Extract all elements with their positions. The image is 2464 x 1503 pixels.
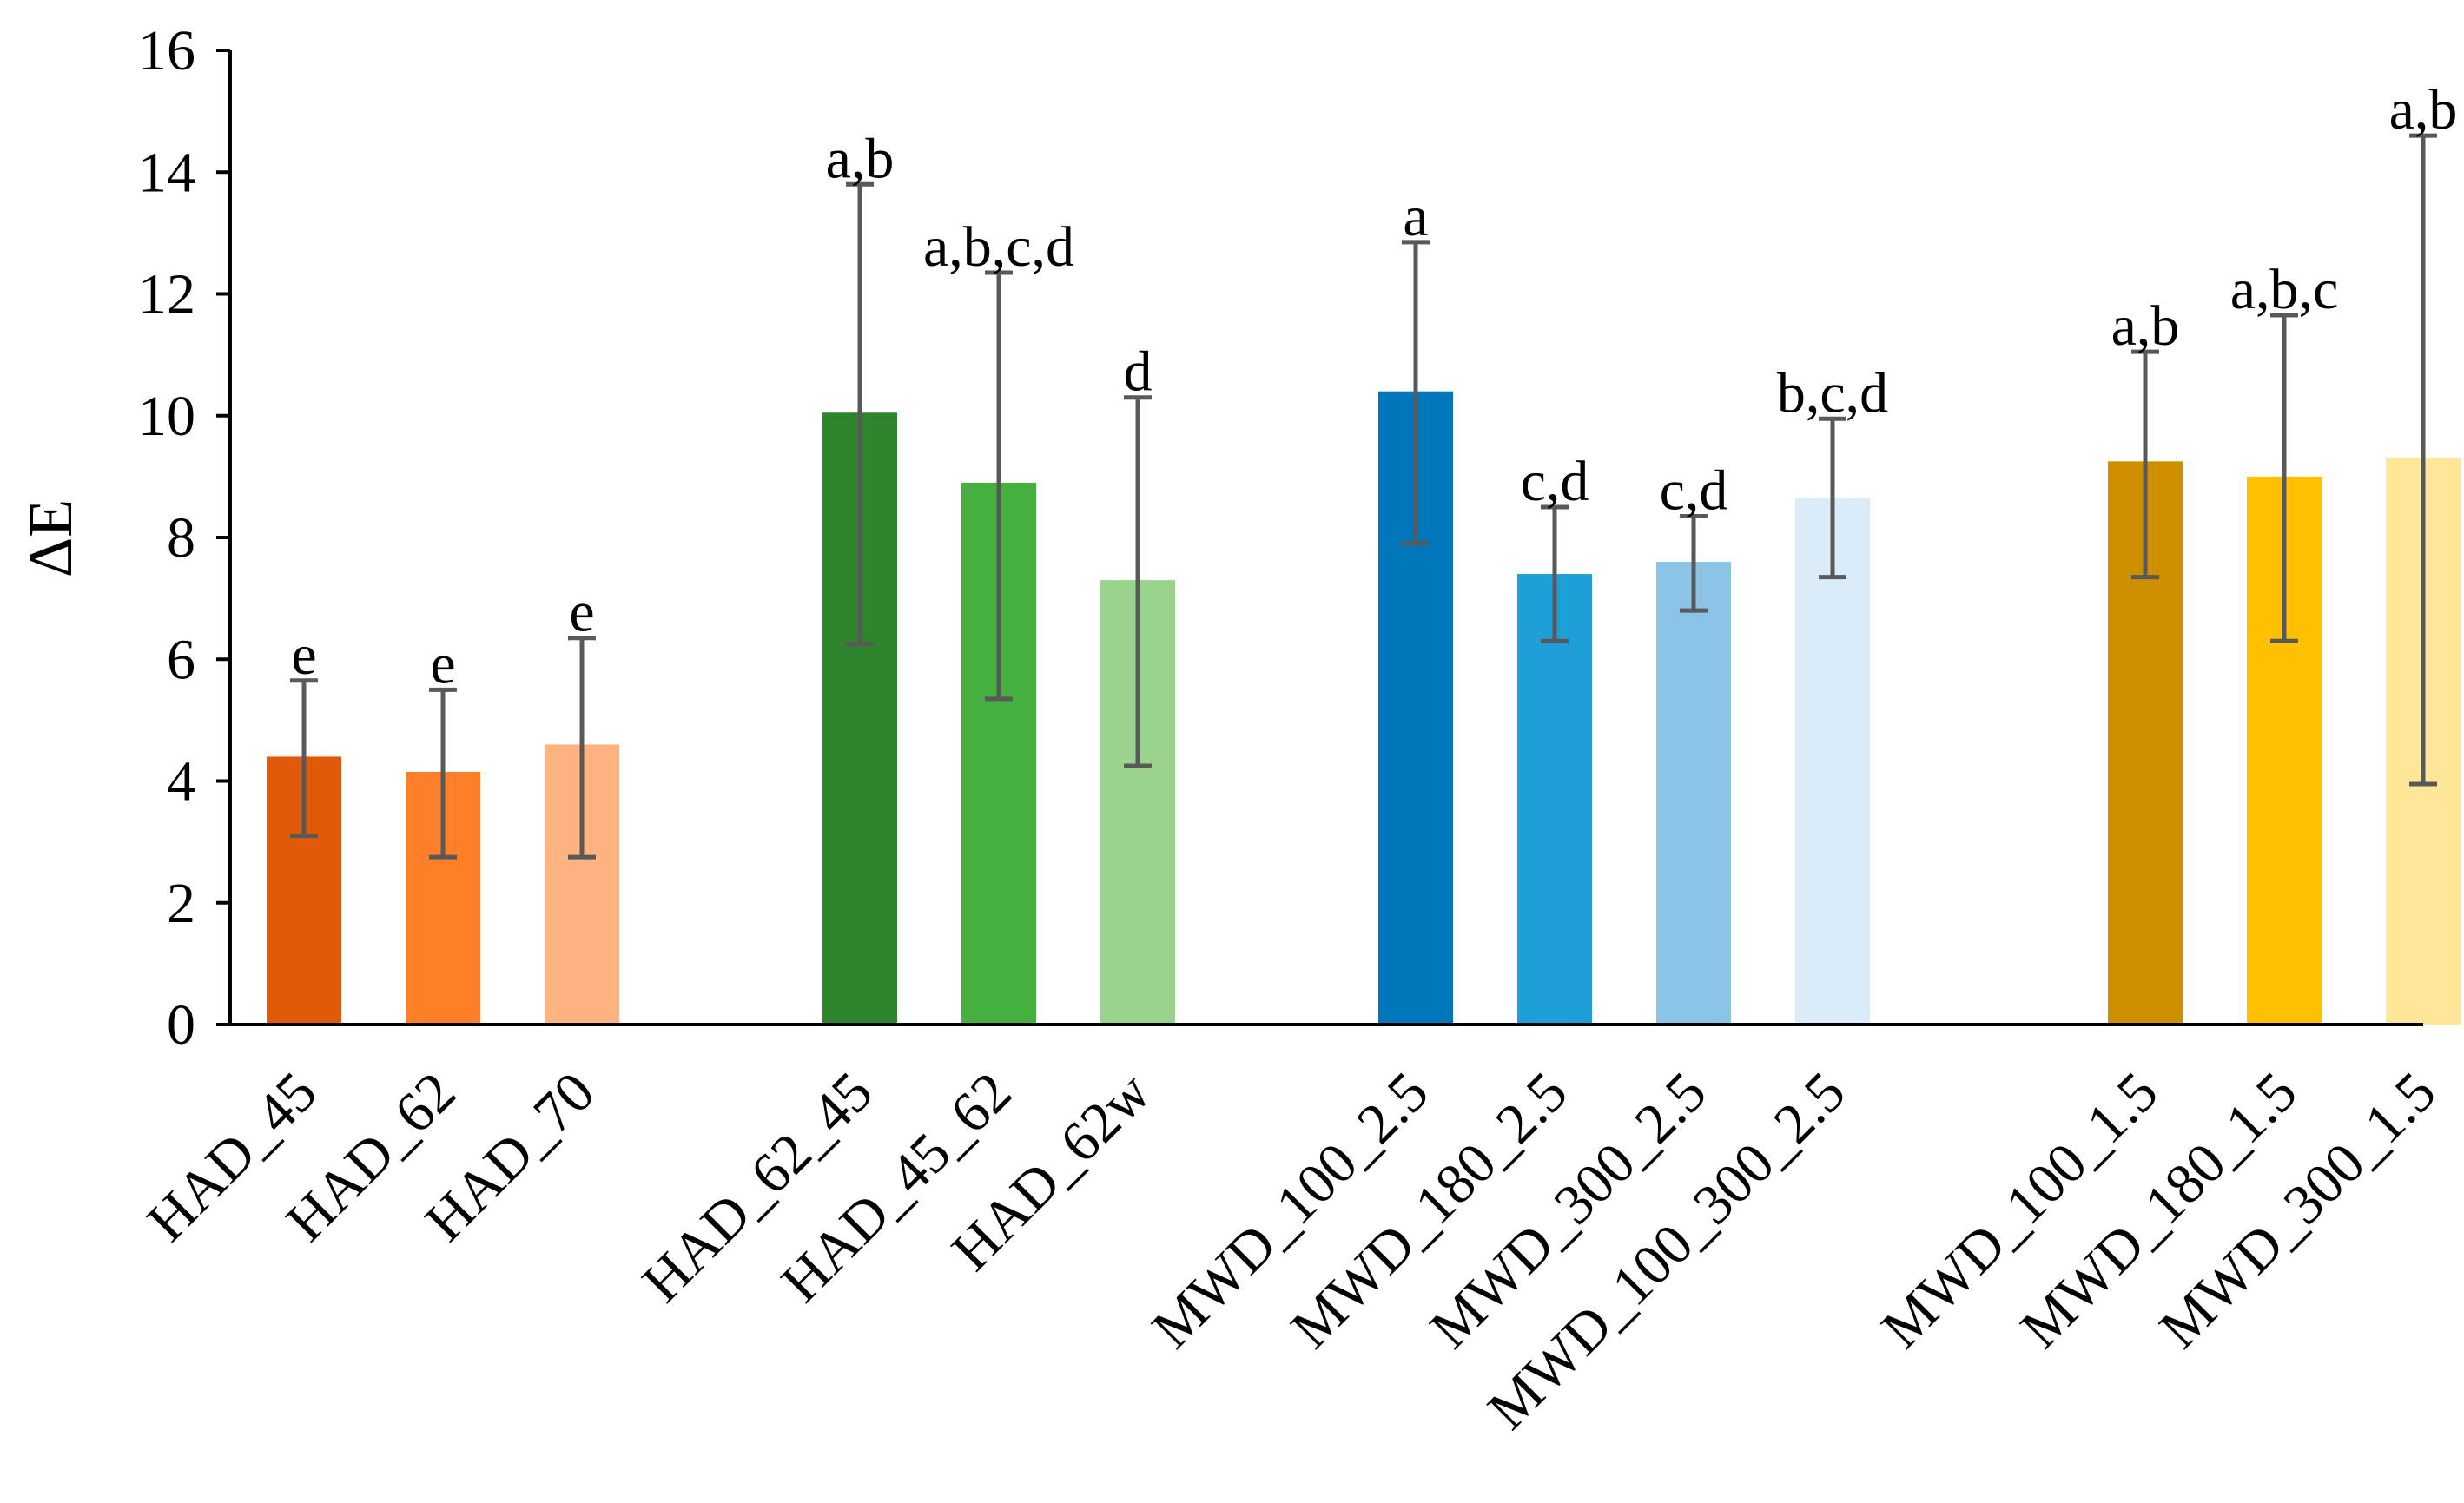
significance-label: a,b xyxy=(2111,294,2180,358)
significance-label: e xyxy=(569,581,594,644)
error-bar xyxy=(985,270,1013,702)
y-tick-label: 2 xyxy=(167,872,195,935)
y-tick-label: 14 xyxy=(138,141,195,204)
significance-label: c,d xyxy=(1660,458,1728,522)
significance-label: a,b,c xyxy=(2230,258,2339,321)
bar xyxy=(1517,574,1592,1025)
y-tick-label: 4 xyxy=(167,750,195,814)
significance-label: e xyxy=(291,623,316,687)
error-bar xyxy=(846,181,874,647)
bars xyxy=(267,391,2461,1025)
y-tick-label: 16 xyxy=(138,19,195,82)
significance-label: d xyxy=(1124,340,1153,404)
error-bar xyxy=(2270,313,2298,643)
significance-label: c,d xyxy=(1521,450,1589,513)
error-bar xyxy=(1819,416,1846,580)
y-tick-label: 12 xyxy=(138,263,195,326)
error-bar xyxy=(2131,349,2159,580)
error-bar xyxy=(1680,513,1708,613)
bar xyxy=(1656,562,1731,1025)
significance-labels: e e e a,b a,b,c,d d a c,d c,d b,c,d a,b a,b,c a,b xyxy=(291,78,2457,695)
y-tick-label: 10 xyxy=(138,385,195,448)
significance-label: a,b xyxy=(826,127,895,190)
error-bars xyxy=(290,133,2437,860)
significance-label: a,b,c,d xyxy=(923,215,1074,279)
significance-label: a xyxy=(1403,185,1428,248)
bar xyxy=(1795,498,1870,1025)
error-bar xyxy=(1124,395,1152,768)
significance-label: a,b xyxy=(2389,78,2458,142)
error-bar xyxy=(1541,504,1569,643)
significance-label: e xyxy=(430,632,455,695)
error-bar xyxy=(2409,133,2437,787)
y-axis-title: ΔE xyxy=(16,499,85,577)
y-axis: 0 2 4 6 8 10 12 14 16 xyxy=(138,19,232,1057)
significance-label: b,c,d xyxy=(1777,361,1888,425)
error-bar xyxy=(290,678,318,839)
y-tick-label: 8 xyxy=(167,506,195,570)
error-bar xyxy=(1402,240,1430,546)
y-tick-label: 0 xyxy=(167,993,195,1057)
error-bar xyxy=(429,687,457,860)
error-bar xyxy=(568,636,596,860)
y-tick-label: 6 xyxy=(167,628,195,691)
